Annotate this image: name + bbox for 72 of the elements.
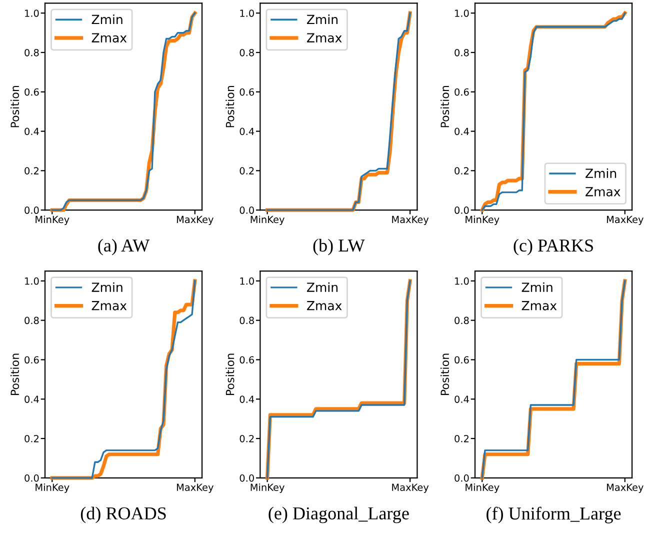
y-tick-label: 0.4 [454, 396, 469, 403]
x-tick-label: MaxKey [176, 484, 214, 493]
y-tick-label: 0.0 [240, 206, 254, 214]
y-tick-label: 0.8 [24, 316, 39, 324]
x-tick-label: MinKey [36, 216, 70, 226]
y-tick-label: 0.8 [240, 316, 254, 324]
y-tick-label: 0.6 [240, 88, 254, 96]
y-tick-label: 0.8 [240, 48, 254, 56]
legend-label: Zmin [306, 14, 338, 24]
x-tick-label: MinKey [466, 483, 500, 493]
y-tick-label: 0.8 [24, 48, 39, 56]
y-tick-label: 0.6 [24, 88, 39, 96]
legend-label: Zmax [306, 301, 342, 310]
legend-label: Zmax [92, 33, 127, 43]
y-axis-title: Position [10, 86, 20, 128]
x-tick-label: MinKey [466, 216, 500, 226]
x-tick-label: MinKey [250, 216, 284, 226]
y-tick-label: 0.4 [240, 128, 254, 136]
y-tick-label: 0.8 [454, 48, 469, 56]
y-tick-label: 0.4 [454, 128, 469, 136]
x-axis-title: (d) ROADS [80, 506, 166, 524]
y-tick-label: 1.0 [455, 10, 469, 17]
x-tick-label: MaxKey [606, 484, 644, 493]
x-tick-label: MaxKey [392, 216, 429, 226]
y-tick-label: 0.4 [240, 396, 254, 403]
legend-label: Zmax [306, 33, 342, 43]
x-tick-label: MaxKey [176, 216, 214, 226]
y-tick-label: 0.0 [454, 474, 469, 482]
y-axis-title: Position [440, 86, 450, 128]
y-tick-label: 1.0 [25, 10, 39, 17]
y-tick-label: 0.6 [24, 356, 39, 364]
y-tick-label: 0.2 [240, 434, 254, 442]
legend-label: Zmax [522, 301, 557, 310]
y-tick-label: 0.0 [454, 206, 469, 214]
y-tick-label: 0.0 [24, 474, 39, 482]
y-tick-label: 1.0 [240, 277, 254, 285]
y-axis-title: Position [440, 354, 450, 396]
legend-label: Zmax [586, 187, 620, 196]
x-axis-title: (c) PARKS [514, 238, 593, 256]
y-tick-label: 0.2 [24, 434, 38, 442]
x-axis-title: (f) Uniform_Large [486, 506, 621, 524]
y-tick-label: 0.6 [240, 356, 254, 364]
y-axis-title: Position [226, 86, 234, 128]
y-axis-title: Position [226, 354, 234, 396]
y-tick-label: 0.6 [454, 356, 469, 364]
x-axis-title: (e) Diagonal_Large [268, 506, 409, 524]
y-tick-label: 0.2 [454, 434, 468, 442]
legend-label: Zmin [306, 282, 338, 292]
y-tick-label: 0.8 [454, 316, 469, 324]
y-axis-title: Position [10, 354, 20, 396]
y-tick-label: 1.0 [455, 277, 469, 285]
x-axis-title: (a) AW [98, 238, 150, 256]
y-tick-label: 0.4 [24, 396, 39, 403]
y-tick-label: 0.4 [24, 128, 39, 136]
y-tick-label: 1.0 [25, 277, 39, 285]
x-tick-label: MaxKey [606, 216, 644, 226]
x-tick-label: MinKey [36, 483, 70, 493]
y-tick-label: 1.0 [240, 10, 254, 17]
y-tick-label: 0.2 [240, 167, 254, 174]
legend-label: Zmax [92, 301, 127, 310]
y-tick-label: 0.6 [454, 88, 469, 96]
y-tick-label: 0.2 [454, 167, 468, 174]
legend-label: Zmin [92, 282, 122, 292]
x-tick-label: MinKey [250, 483, 284, 493]
y-tick-label: 0.0 [24, 206, 39, 214]
legend-label: Zmin [522, 282, 552, 292]
y-tick-label: 0.2 [24, 167, 38, 174]
x-axis-title: (b) LW [313, 238, 365, 256]
legend-label: Zmin [92, 14, 122, 24]
y-tick-label: 0.0 [240, 474, 254, 482]
legend-label: Zmin [586, 168, 616, 178]
x-tick-label: MaxKey [392, 484, 429, 493]
